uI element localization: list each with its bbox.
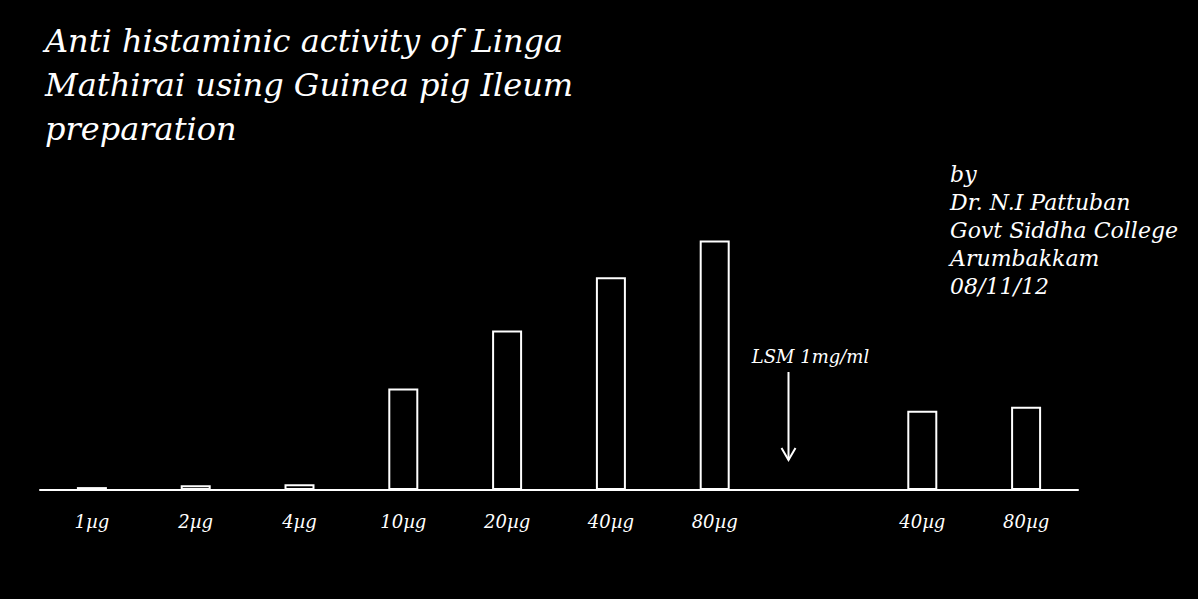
svg-text:2µg: 2µg bbox=[177, 511, 213, 532]
svg-text:40µg: 40µg bbox=[898, 511, 945, 532]
svg-text:1µg: 1µg bbox=[75, 511, 110, 532]
svg-text:Arumbakkam: Arumbakkam bbox=[948, 246, 1099, 271]
svg-text:80µg: 80µg bbox=[1003, 511, 1049, 532]
svg-text:80µg: 80µg bbox=[692, 511, 738, 532]
svg-text:40µg: 40µg bbox=[587, 511, 634, 532]
svg-text:Govt Siddha College: Govt Siddha College bbox=[950, 218, 1178, 243]
svg-text:Dr. N.I Pattuban: Dr. N.I Pattuban bbox=[949, 190, 1130, 215]
svg-text:20µg: 20µg bbox=[483, 511, 530, 532]
svg-text:4µg: 4µg bbox=[281, 511, 317, 532]
svg-text:08/11/12: 08/11/12 bbox=[950, 274, 1049, 299]
svg-text:Anti histaminic activity of Li: Anti histaminic activity of Linga bbox=[42, 22, 573, 60]
svg-text:by: by bbox=[950, 162, 977, 187]
svg-text:LSM 1mg/ml: LSM 1mg/ml bbox=[751, 346, 870, 367]
svg-text:Mathirai using Guinea pig Ileu: Mathirai using Guinea pig Ileum bbox=[44, 66, 583, 104]
svg-text:10µg: 10µg bbox=[380, 511, 426, 532]
svg-text:preparation: preparation bbox=[45, 110, 237, 148]
